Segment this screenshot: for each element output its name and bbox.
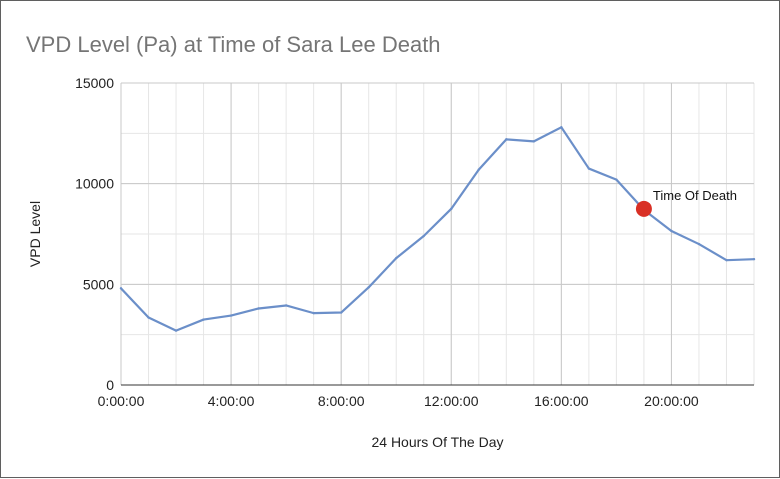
- y-axis-label: VPD Level: [27, 201, 43, 267]
- x-axis-label: 24 Hours Of The Day: [371, 434, 503, 450]
- annotations: Time Of Death: [635, 188, 737, 217]
- data-point: [147, 316, 150, 319]
- data-point: [339, 311, 343, 314]
- data-point: [477, 168, 480, 171]
- y-tick-label: 0: [106, 377, 114, 393]
- data-point: [670, 229, 673, 233]
- data-point: [560, 126, 563, 129]
- x-tick-label: 8:00:00: [318, 393, 365, 409]
- y-tick-label: 15000: [75, 75, 114, 91]
- y-tick-label: 5000: [83, 276, 114, 292]
- x-tick-label: 16:00:00: [534, 393, 589, 409]
- data-point: [422, 234, 425, 238]
- data-point: [395, 256, 398, 260]
- data-point: [202, 318, 205, 321]
- data-point: [119, 287, 123, 290]
- data-point: [367, 286, 370, 289]
- data-point: [532, 140, 536, 143]
- data-point: [450, 207, 453, 211]
- data-point: [697, 242, 701, 246]
- data-point: [284, 304, 288, 307]
- x-tick-label: 0:00:00: [98, 393, 145, 409]
- x-axis-ticks: 0:00:00 4:00:00 8:00:00 12:00:00 16:00:00 20:…: [98, 393, 699, 409]
- data-point: [752, 257, 756, 261]
- data-point: [257, 307, 260, 310]
- chart-title: VPD Level (Pa) at Time of Sara Lee Death: [26, 32, 441, 57]
- x-tick-label: 4:00:00: [208, 393, 255, 409]
- x-tick-label: 12:00:00: [424, 393, 479, 409]
- y-axis-ticks: 0 5000 10000 15000: [75, 75, 114, 393]
- series: [119, 126, 756, 332]
- series-line: [119, 126, 756, 332]
- data-point: [505, 138, 508, 141]
- data-point: [615, 178, 618, 181]
- time-of-death-marker: [635, 200, 652, 217]
- data-point: [587, 167, 591, 170]
- y-tick-label: 10000: [75, 176, 114, 192]
- grid: [120, 82, 755, 386]
- data-point: [174, 329, 178, 332]
- data-point: [229, 314, 233, 317]
- time-of-death-label: Time Of Death: [653, 188, 737, 203]
- data-point: [312, 311, 315, 315]
- x-tick-label: 20:00:00: [644, 393, 699, 409]
- data-point: [725, 258, 728, 262]
